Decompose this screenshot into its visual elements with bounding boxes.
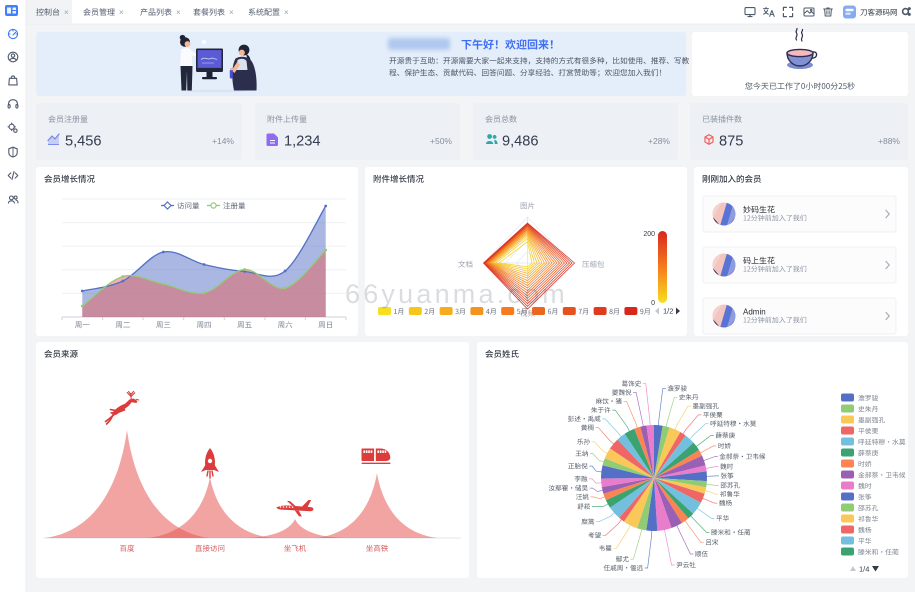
svg-text:1/4: 1/4 <box>859 565 869 574</box>
svg-text:875: 875 <box>719 134 743 150</box>
svg-text:×: × <box>64 8 69 17</box>
svg-text:×: × <box>119 8 124 17</box>
svg-text:Admin: Admin <box>743 308 766 317</box>
svg-text:66yuanma.com: 66yuanma.com <box>345 279 568 309</box>
svg-text:+14%: +14% <box>212 136 234 146</box>
svg-text:200: 200 <box>643 231 655 238</box>
svg-text:×: × <box>176 8 181 17</box>
svg-text:+50%: +50% <box>430 136 452 146</box>
svg-text:+28%: +28% <box>648 136 670 146</box>
svg-text:×: × <box>284 8 289 17</box>
svg-text:0: 0 <box>651 300 655 307</box>
svg-text:9,486: 9,486 <box>502 134 539 150</box>
svg-text:5,456: 5,456 <box>65 134 102 150</box>
svg-text:+88%: +88% <box>878 136 900 146</box>
svg-text:×: × <box>229 8 234 17</box>
svg-text:1/2: 1/2 <box>663 307 673 316</box>
svg-text:1,234: 1,234 <box>284 134 321 150</box>
